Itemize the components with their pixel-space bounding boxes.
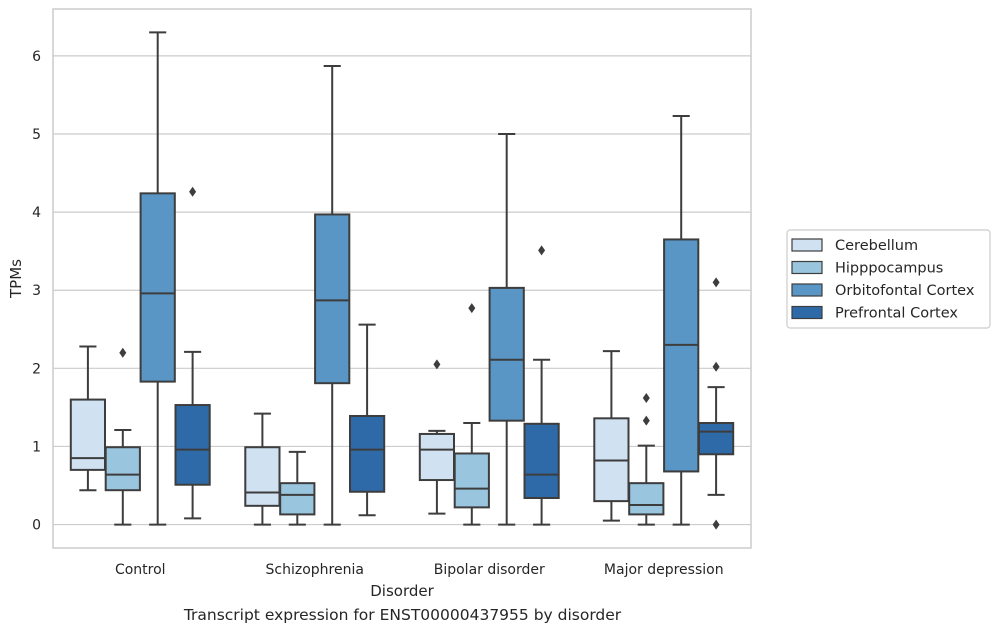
legend-label: Prefrontal Cortex [835,306,958,322]
x-tick-label: Bipolar disorder [434,562,545,578]
outlier-point [712,277,720,288]
series-hipppocampus [104,303,665,526]
outlier-point [468,303,476,314]
box-iqr [628,482,665,516]
y-tick-label: 5 [32,127,41,143]
box-plot-item [488,132,525,526]
legend-swatch [791,305,823,320]
legend-swatch [791,260,823,275]
y-axis-label: TPMs [7,259,25,299]
x-tick-label: Schizophrenia [266,562,364,578]
outlier-point [433,359,441,370]
y-tick-label: 1 [32,439,41,455]
box-iqr [69,398,107,471]
box-iqr [139,192,176,383]
box-iqr [697,422,735,456]
legend-label: Hipppocampus [835,261,943,277]
box-plot-item [628,393,665,526]
series-orbitofontal-cortex [139,31,700,526]
y-tick-label: 0 [32,518,41,534]
legend-frame [786,229,991,329]
legend-swatch [791,283,823,297]
y-tick-label: 2 [32,361,41,377]
series-cerebellum [69,345,630,526]
box-iqr [244,446,281,507]
box-iqr [104,446,141,492]
y-tick-label: 6 [32,49,41,65]
box-iqr [663,238,700,473]
box-plot-item [593,350,630,522]
outlier-point [189,186,197,197]
box-iqr [488,286,525,422]
outlier-point [119,347,127,358]
plot-frame [52,8,752,549]
legend-label: Cerebellum [835,238,918,254]
box-plot-item [279,450,316,526]
box-plot-item [663,115,700,526]
series-prefrontal-cortex [174,186,735,530]
legend-label: Orbitofontal Cortex [835,283,975,299]
box-plot-item [418,359,456,515]
box-plot-item [174,186,211,520]
box-iqr [314,213,351,385]
box-plot-item [104,347,141,526]
outlier-point [642,415,650,426]
legend: Cerebellum Hipppocampus Orbitofontal Corte… [786,229,991,329]
box-plot-item [348,323,386,517]
box-iqr [348,414,386,493]
box-plot-item [314,65,351,526]
y-axis-ticks: 0 1 2 3 4 5 6 [32,49,41,534]
outlier-point [712,519,720,530]
outlier-point [642,393,650,404]
box-plot-item [523,245,560,526]
box-iqr [453,452,490,509]
x-axis-ticks: Control Schizophrenia Bipolar disorder Majo… [115,562,724,578]
y-tick-label: 3 [32,283,41,299]
x-axis-label: Disorder [370,582,434,600]
box-iqr [279,482,316,516]
legend-swatch [791,238,823,252]
x-tick-label: Major depression [604,562,724,578]
box-series-group [69,31,735,530]
box-plot-item [69,345,107,492]
outlier-point [538,245,546,256]
box-plot-item [244,412,281,526]
box-iqr [174,404,211,486]
figure-caption: Transcript expression for ENST0000043795… [183,606,622,624]
outlier-point [712,361,720,372]
y-tick-label: 4 [32,205,41,221]
box-plot-item [453,303,490,526]
box-iqr [523,422,560,500]
box-plot-item [139,31,176,526]
box-plot-item [697,277,735,530]
x-tick-label: Control [115,562,166,578]
box-iqr [418,432,456,482]
